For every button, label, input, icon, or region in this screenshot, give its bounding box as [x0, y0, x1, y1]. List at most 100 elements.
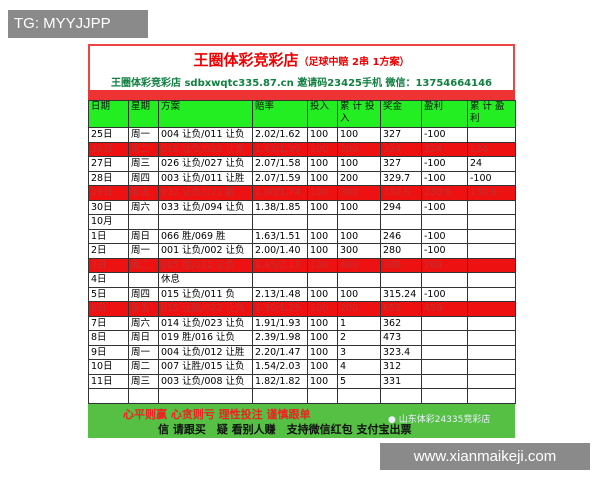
table-cell: 100 — [307, 257, 338, 273]
table-cell — [467, 286, 516, 302]
table-cell — [467, 344, 516, 360]
table-cell — [421, 359, 468, 375]
table-cell: -100 — [467, 170, 516, 186]
table-cell: 280 — [380, 243, 422, 259]
table-cell — [158, 214, 253, 230]
table-cell: 26日 — [88, 141, 129, 157]
table-cell: 休息 — [158, 272, 253, 288]
table-cell — [421, 388, 468, 404]
table-cell: 004 让负/012 让胜 — [158, 344, 253, 360]
table-cell: 4 — [337, 359, 381, 375]
table-cell — [421, 344, 468, 360]
table-cell: 24 — [467, 156, 516, 172]
table-cell: 100 — [307, 199, 338, 215]
table-cell: 周四 — [128, 170, 159, 186]
table-cell: 100 — [307, 141, 338, 157]
table-cell: 066 胜/069 胜 — [158, 228, 253, 244]
table-cell: 300 — [337, 185, 381, 201]
table-cell: 1.30/1.25 — [252, 301, 308, 317]
table-cell: 200 — [337, 141, 381, 157]
table-cell: 100 — [337, 199, 381, 215]
table-cell: 2.00/1.40 — [252, 243, 308, 259]
table-cell: 100 — [307, 185, 338, 201]
table-cell: 25日 — [88, 127, 129, 143]
table-cell — [252, 388, 308, 404]
table-cell: 2.07/1.58 — [252, 156, 308, 172]
table-cell: 015 让负/022 让负 — [158, 141, 253, 157]
table-cell: 200 — [337, 170, 381, 186]
table-cell: 294 — [380, 199, 422, 215]
table-cell: -100 — [421, 243, 468, 259]
table-cell: 100 — [307, 286, 338, 302]
table-cell: -100 — [421, 156, 468, 172]
table-cell: 315.24 — [380, 286, 422, 302]
table-cell — [467, 388, 516, 404]
table-cell: 130.6 — [467, 185, 516, 201]
table-cell: 033 让负/094 让负 — [158, 199, 253, 215]
table-cell: 004 让负/011 让负 — [158, 127, 253, 143]
shop-title: 王圈体彩竞彩店（足球中赔 2串 1方案） — [90, 49, 513, 70]
table-cell — [467, 373, 516, 389]
table-cell: 2.13/1.48 — [252, 286, 308, 302]
table-cell: 473 — [380, 330, 422, 346]
column-header: 累 计 盈利 — [467, 100, 516, 128]
table-row: 26日 周二 015 让负/022 让负 1.63/1.99 100 200 324 224 1… — [88, 141, 516, 157]
column-header: 奖金 — [380, 100, 422, 128]
table-cell — [467, 199, 516, 215]
title-note: （足球中赔 2串 1方案） — [298, 57, 410, 68]
table-cell: 308 — [380, 257, 422, 273]
table-cell — [128, 214, 159, 230]
table-cell: 5日 — [88, 286, 129, 302]
table-cell: 459 — [421, 301, 468, 317]
table-cell — [307, 388, 338, 404]
table-cell: 323.4 — [380, 344, 422, 360]
table-cell: 周五 — [128, 301, 159, 317]
table-cell: 100 — [307, 301, 338, 317]
wechat-icon: ● — [388, 414, 396, 425]
table-cell: 019 胜/016 让负 — [158, 330, 253, 346]
table-cell — [467, 359, 516, 375]
column-header: 星期 — [128, 100, 159, 128]
table-cell: 8日 — [88, 330, 129, 346]
table-cell: 2.07/1.59 — [252, 170, 308, 186]
table-cell: 032 让负/022 胜 — [158, 185, 253, 201]
table-cell: 015 让负/011 负 — [158, 286, 253, 302]
table-cell: 327 — [380, 127, 422, 143]
sheet-header: 王圈体彩竞彩店（足球中赔 2串 1方案） 王圈体彩竞彩店 sdbxwqtc335… — [88, 44, 515, 90]
table-cell: 100 — [307, 170, 338, 186]
header-row: 日期 星期 方案 赔率 投入累 计 投入 奖金 盈利累 计 盈利 — [88, 100, 516, 128]
table-row: 8日 周日 019 胜/016 让负 2.39/1.98 100 2 473 — [88, 330, 516, 346]
table-cell: 100 — [337, 286, 381, 302]
table-cell: 026 让负/027 让负 — [158, 156, 253, 172]
table-row: 7日 周六 014 让负/023 让负 1.91/1.93 100 1 362 — [88, 315, 516, 331]
table-cell: 1.45/2.13 — [252, 257, 308, 273]
table-cell: 100 — [307, 344, 338, 360]
table-cell: 100 — [307, 330, 338, 346]
table-row: 1日 周日 066 胜/069 胜 1.63/1.51 100 100 246 -100 — [88, 228, 516, 244]
table-cell: 331 — [380, 373, 422, 389]
table-cell: 27日 — [88, 156, 129, 172]
table-cell: 周日 — [128, 228, 159, 244]
table-cell — [158, 388, 253, 404]
table-row: 28日 周四 003 让负/011 让胜 2.07/1.59 100 200 329.7 -1… — [88, 170, 516, 186]
table-cell — [467, 243, 516, 259]
table-cell — [467, 301, 516, 317]
table-cell: 312 — [380, 359, 422, 375]
column-header: 方案 — [158, 100, 253, 128]
table-cell: 329.7 — [380, 170, 422, 186]
table-cell — [337, 388, 381, 404]
column-header: 累 计 投入 — [337, 100, 381, 128]
table-cell — [421, 214, 468, 230]
table-cell: 014 让负/023 让负 — [158, 315, 253, 331]
table-row: 10日 周二 007 让胜/015 让负 1.54/2.03 100 4 312 — [88, 359, 516, 375]
table-cell — [467, 228, 516, 244]
table-cell: 005 胜/012 让负 — [158, 257, 253, 273]
table-cell: 周二 — [128, 141, 159, 157]
table-cell: 周三 — [128, 156, 159, 172]
table-row: 29日 周五 032 让负/022 胜 1.90/1.74 100 300 330.6 230… — [88, 185, 516, 201]
table-cell: 11日 — [88, 373, 129, 389]
account-name: 山东体彩24335竞彩店 — [398, 414, 491, 425]
table-cell — [252, 272, 308, 288]
table-cell: 1.91/1.93 — [252, 315, 308, 331]
watermark-bottom: www.xianmaikeji.com — [380, 443, 590, 470]
